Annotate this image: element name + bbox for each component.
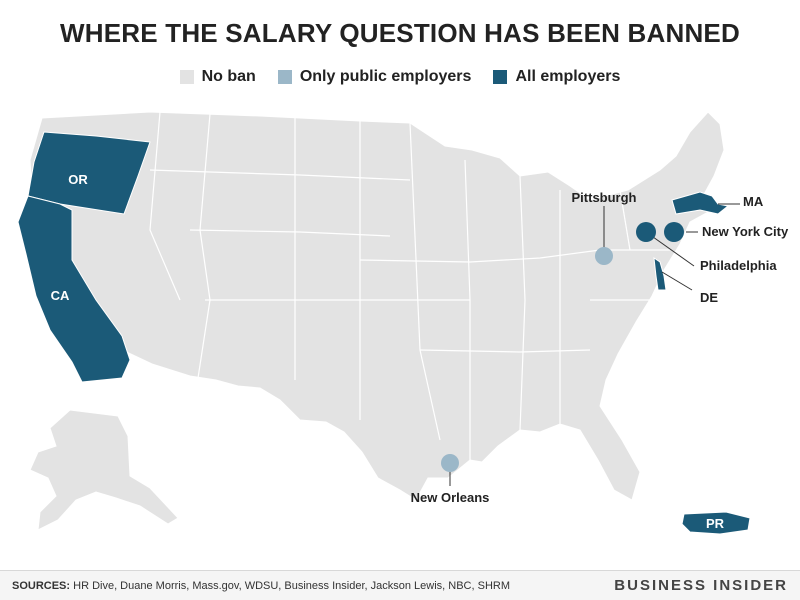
region-label-pr: PR [706,516,725,531]
state-pr [681,511,751,535]
legend-swatch-all [493,70,508,84]
legend-swatch-public [277,70,292,84]
state-ma [671,191,730,215]
state-ca [17,195,131,383]
legend-label-public: Only public employers [299,68,472,85]
sources-text: SOURCES: HR Dive, Duane Morris, Mass.gov… [12,580,510,592]
region-label-or: OR [68,172,88,187]
page-title: WHERE THE SALARY QUESTION HAS BEEN BANNE… [60,18,740,48]
city-label-new-york-city: New York City [702,224,789,239]
region-label-de: DE [700,290,718,305]
state-de [653,256,667,291]
leader-de [661,271,693,291]
brand-logo: BUSINESS INSIDER [614,577,788,594]
city-marker-new-orleans [441,454,459,472]
state-ak [29,409,179,531]
city-marker-pittsburgh [595,247,613,265]
city-label-pittsburgh: Pittsburgh [572,190,637,205]
us-mainland-shape [29,111,725,501]
sources-label: SOURCES: [12,579,71,592]
legend-item-public: Only public employers [277,68,472,86]
footer: SOURCES: HR Dive, Duane Morris, Mass.gov… [0,570,800,600]
state-borders [149,111,670,460]
city-marker-new-york-city [664,222,684,242]
legend-label-all: All employers [515,68,621,85]
legend-label-no-ban: No ban [201,68,256,85]
legend: No ban Only public employers All employe… [0,68,800,86]
us-map: OR CA MA DE PR Pittsburgh Philadelphia N… [17,111,789,535]
sources-list: HR Dive, Duane Morris, Mass.gov, WDSU, B… [73,579,510,592]
city-label-philadelphia: Philadelphia [700,258,777,273]
city-label-new-orleans: New Orleans [411,490,490,505]
city-marker-philadelphia [636,222,656,242]
region-label-ca: CA [51,288,70,303]
legend-item-all: All employers [493,68,620,86]
legend-item-no-ban: No ban [179,68,256,86]
region-label-ma: MA [743,194,764,209]
state-or [27,131,151,215]
legend-swatch-no-ban [179,70,194,84]
